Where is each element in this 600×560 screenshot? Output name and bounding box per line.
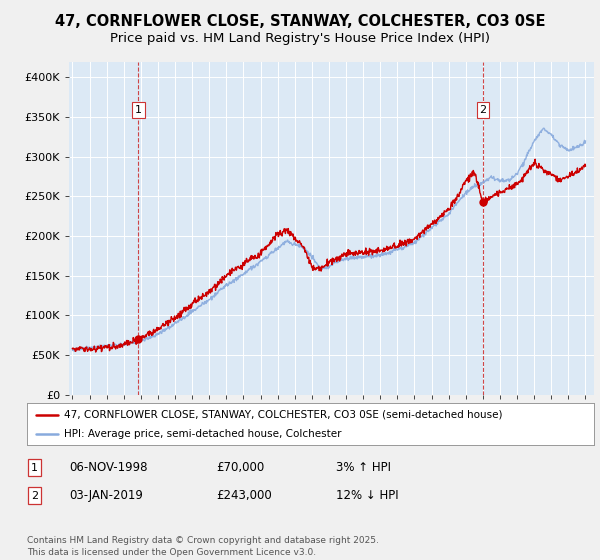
Text: 06-NOV-1998: 06-NOV-1998 bbox=[69, 461, 148, 474]
Text: 2: 2 bbox=[31, 491, 38, 501]
Text: 47, CORNFLOWER CLOSE, STANWAY, COLCHESTER, CO3 0SE (semi-detached house): 47, CORNFLOWER CLOSE, STANWAY, COLCHESTE… bbox=[64, 409, 502, 419]
Text: £70,000: £70,000 bbox=[216, 461, 264, 474]
Text: HPI: Average price, semi-detached house, Colchester: HPI: Average price, semi-detached house,… bbox=[64, 429, 341, 439]
Text: Price paid vs. HM Land Registry's House Price Index (HPI): Price paid vs. HM Land Registry's House … bbox=[110, 31, 490, 45]
Text: 2: 2 bbox=[479, 105, 487, 115]
Text: £243,000: £243,000 bbox=[216, 489, 272, 502]
Text: 03-JAN-2019: 03-JAN-2019 bbox=[69, 489, 143, 502]
Text: 1: 1 bbox=[31, 463, 38, 473]
Text: 12% ↓ HPI: 12% ↓ HPI bbox=[336, 489, 398, 502]
Text: 1: 1 bbox=[135, 105, 142, 115]
Text: Contains HM Land Registry data © Crown copyright and database right 2025.
This d: Contains HM Land Registry data © Crown c… bbox=[27, 536, 379, 557]
Text: 3% ↑ HPI: 3% ↑ HPI bbox=[336, 461, 391, 474]
Text: 47, CORNFLOWER CLOSE, STANWAY, COLCHESTER, CO3 0SE: 47, CORNFLOWER CLOSE, STANWAY, COLCHESTE… bbox=[55, 14, 545, 29]
